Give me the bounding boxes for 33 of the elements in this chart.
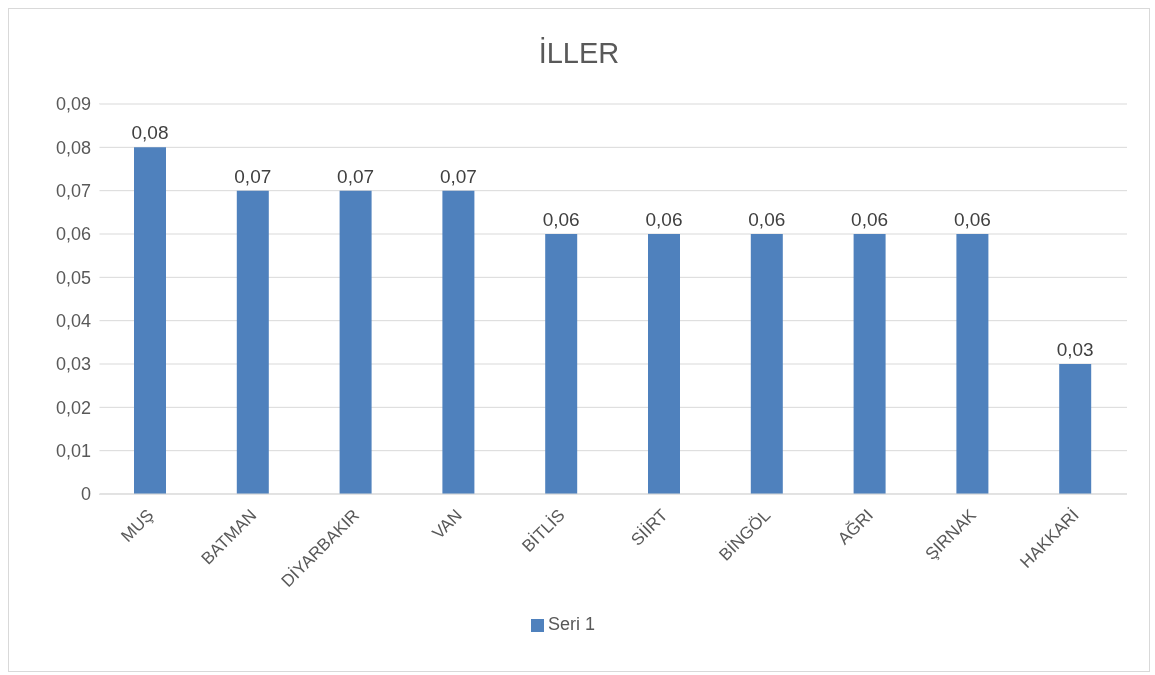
bar	[853, 234, 886, 494]
data-label: 0,07	[439, 165, 477, 187]
bar	[339, 190, 372, 494]
data-label: 0,07	[234, 165, 272, 187]
y-tick-label: 0,01	[55, 441, 91, 462]
data-label: 0,06	[953, 209, 991, 230]
y-tick-label: 0,07	[55, 181, 91, 202]
bar	[750, 234, 783, 494]
data-label: 0,03	[1056, 339, 1094, 360]
data-label: 0,08	[131, 122, 169, 144]
bar	[545, 234, 578, 494]
bar	[956, 234, 989, 494]
chart-title: İLLER	[537, 37, 621, 70]
bar	[134, 147, 166, 494]
data-label: 0,07	[337, 165, 375, 187]
data-label: 0,06	[851, 209, 889, 230]
y-tick-label: 0	[80, 484, 91, 505]
data-label: 0,06	[645, 209, 683, 230]
y-tick-label: 0,06	[55, 224, 91, 245]
y-tick-label: 0,04	[55, 311, 91, 332]
x-tick-label: VAN	[428, 505, 466, 543]
data-label: 0,06	[542, 209, 580, 230]
bar	[1059, 364, 1092, 494]
y-tick-label: 0,08	[55, 137, 91, 158]
bar	[442, 190, 475, 494]
y-tick-label: 0,03	[55, 354, 91, 375]
bar	[236, 190, 269, 494]
legend-label: Seri 1	[547, 614, 596, 634]
bar	[648, 234, 680, 494]
y-tick-label: 0,05	[55, 267, 91, 288]
y-tick-label: 0,09	[55, 94, 91, 115]
y-tick-label: 0,02	[55, 397, 91, 418]
data-label: 0,06	[748, 209, 786, 230]
